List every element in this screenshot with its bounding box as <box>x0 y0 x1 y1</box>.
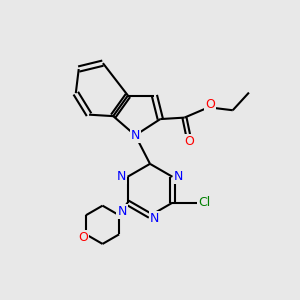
Text: N: N <box>130 129 140 142</box>
Text: N: N <box>117 205 127 218</box>
Text: Cl: Cl <box>199 196 211 209</box>
Text: N: N <box>117 170 126 183</box>
Text: O: O <box>205 98 215 111</box>
Text: N: N <box>174 170 183 183</box>
Text: N: N <box>150 212 159 225</box>
Text: O: O <box>78 231 88 244</box>
Text: O: O <box>184 135 194 148</box>
